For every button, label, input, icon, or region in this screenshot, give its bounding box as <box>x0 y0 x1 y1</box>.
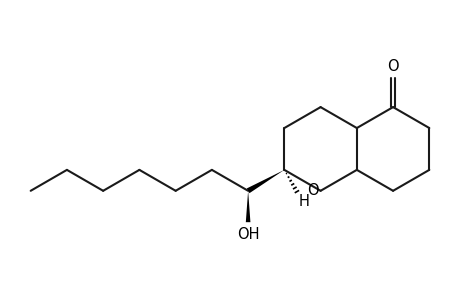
Polygon shape <box>246 170 284 193</box>
Polygon shape <box>245 191 250 222</box>
Text: H: H <box>297 194 308 209</box>
Text: OH: OH <box>236 227 259 242</box>
Text: O: O <box>386 59 398 74</box>
Text: O: O <box>306 183 318 198</box>
